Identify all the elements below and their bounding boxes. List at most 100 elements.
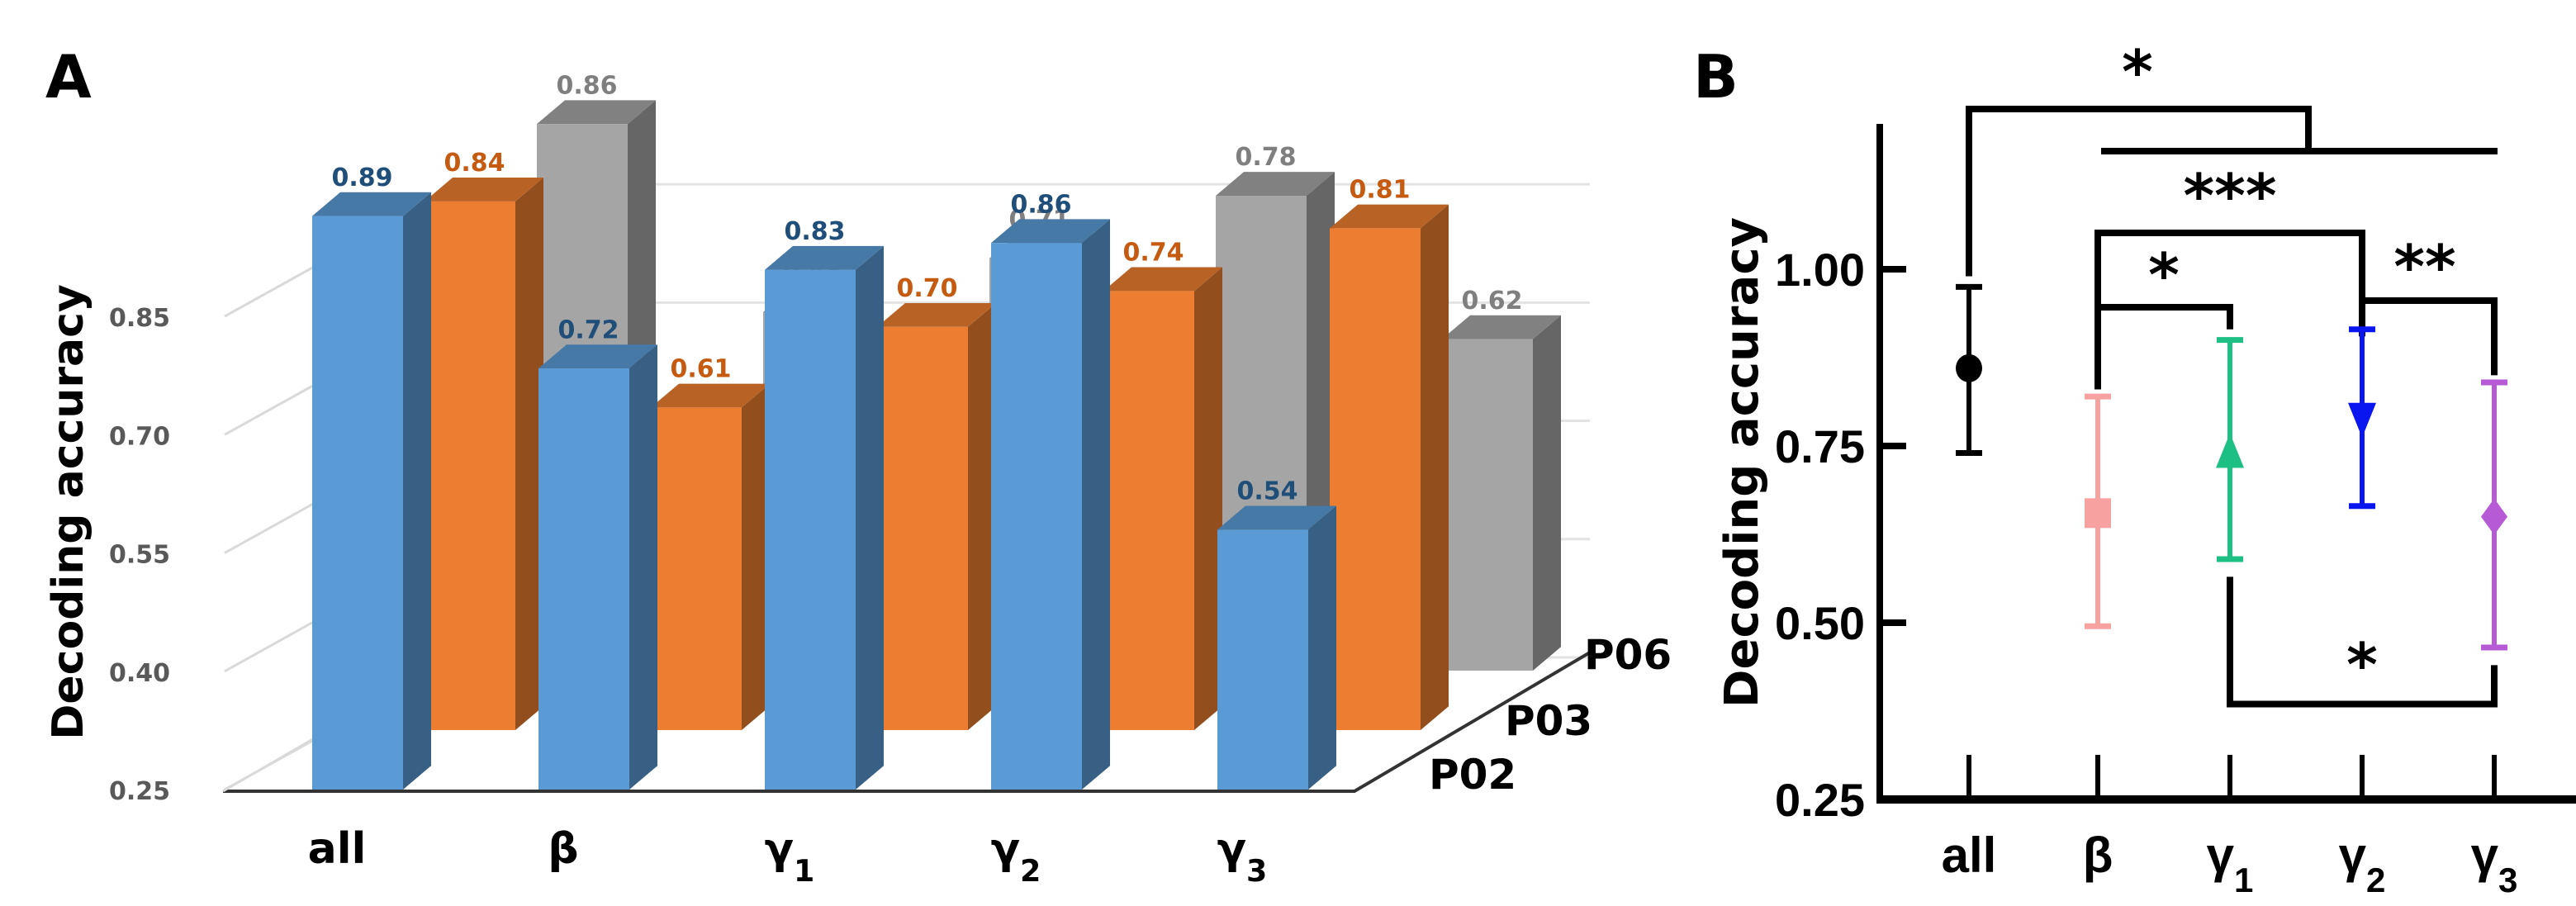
x-tick-label: γ2 (991, 824, 1041, 889)
bar-P06-γ3: 0.62 (1442, 287, 1561, 671)
data-label: 0.54 (1236, 477, 1297, 506)
series-label: P03 (1505, 697, 1592, 745)
bracket-beta-vs-gamma2 (2094, 230, 2365, 337)
bar-front-face (312, 216, 403, 790)
x-tick-label: γ1 (2207, 828, 2254, 899)
bar-P02-β: 0.72 (538, 315, 657, 790)
x-tick-label: γ1 (765, 824, 815, 889)
data-label: 0.86 (556, 71, 617, 100)
point-γ1 (2216, 337, 2244, 562)
bar-top-face (1103, 267, 1222, 292)
panel-b-letter: B (1693, 42, 1739, 111)
x-tick-label-base: γ (991, 824, 1020, 874)
bar-top-face (765, 245, 884, 270)
x-tick-label-subscript: 2 (1020, 853, 1041, 889)
data-label: 0.61 (670, 355, 731, 384)
x-tick-label-base: γ (1217, 824, 1246, 874)
x-tick-label-subscript: 1 (794, 853, 814, 889)
bar-P03-β: 0.61 (651, 355, 770, 730)
bar-front-face (651, 407, 742, 730)
data-label: 0.89 (331, 164, 392, 192)
significance-label: * (2122, 37, 2153, 107)
data-label: 0.62 (1461, 287, 1522, 315)
mean-marker-triangle-down (2348, 402, 2376, 438)
bar-side-face (742, 383, 770, 730)
bar-top-face (1330, 204, 1449, 229)
point-γ2 (2348, 326, 2376, 510)
bracket-gamma1-vs-gamma3 (2227, 576, 2498, 708)
y-tick-label: 1.00 (1775, 244, 1865, 296)
x-tick-label-base: all (1942, 828, 1997, 883)
panel-a-letter: A (45, 42, 92, 111)
bar-top-face (537, 100, 656, 125)
mean-marker-circle (1956, 353, 1982, 382)
x-tick-label-base: β (2083, 828, 2113, 883)
panel-b: B ***** *** 0.250.500.751.00 all β γ1 γ2 γ3 D… (1693, 37, 2576, 899)
data-label: 0.83 (784, 217, 845, 246)
x-tick-label: β (2083, 828, 2113, 883)
panel-b-x-labels: all β γ1 γ2 γ 3 (1942, 828, 2518, 899)
data-label: 0.72 (557, 315, 619, 344)
panel-a: A 0.860.650.710.780.620.840.610.700.740.… (44, 42, 1672, 889)
data-label: 0.86 (1010, 190, 1071, 219)
panel-a-x-labels: all β γ1 γ2 γ3 (308, 824, 1268, 889)
significance-label: * (2148, 240, 2180, 310)
panel-a-series-labels: P02 P03 P06 (1429, 631, 1672, 799)
x-tick-label-base: γ (2339, 828, 2367, 883)
bar-side-face (629, 344, 657, 790)
bar-P03-γ3: 0.81 (1330, 176, 1449, 731)
y-tick-label: 0.75 (1775, 420, 1865, 472)
bracket-beta-vs-gamma1 (2094, 304, 2233, 390)
panel-a-y-axis-title: Decoding accuracy (44, 284, 93, 740)
x-tick-label: γ2 (2339, 828, 2386, 899)
x-tick-label: β (548, 824, 578, 874)
bar-P02-γ2: 0.86 (991, 190, 1110, 790)
bar-P02-all: 0.89 (312, 164, 431, 790)
point-β (2085, 393, 2111, 629)
data-label: 0.81 (1349, 176, 1410, 205)
bar-side-face (403, 192, 431, 790)
significance-label: *** (2184, 161, 2277, 230)
y-tick-label: 0.70 (109, 422, 170, 451)
point-γ3 (2481, 379, 2507, 651)
y-tick-label: 0.25 (1775, 774, 1865, 826)
bar-side-face (968, 302, 996, 730)
bar-top-face (1442, 315, 1561, 339)
panel-a-y-ticks: 0.25 0.40 0.55 0.70 0.85 (109, 304, 170, 806)
mean-marker-diamond (2481, 498, 2507, 535)
x-tick-label-base: β (548, 824, 578, 874)
panel-a-bars: 0.860.650.710.780.620.840.610.700.740.81… (312, 71, 1561, 790)
bar-P02-γ3: 0.54 (1217, 477, 1336, 790)
bracket-gamma2-vs-gamma3 (2359, 297, 2498, 376)
x-tick-label: all (308, 824, 367, 874)
bar-side-face (856, 245, 884, 790)
bar-side-face (1533, 315, 1561, 671)
x-tick-label-subscript: 1 (2234, 861, 2253, 899)
significance-label: * (2346, 630, 2378, 700)
point-all (1956, 283, 1982, 457)
x-tick-label-subscript: 3 (2498, 861, 2517, 899)
y-tick-label: 0.50 (1775, 597, 1865, 649)
x-tick-label-base: γ (765, 824, 794, 874)
bar-front-face (425, 201, 515, 731)
bar-side-face (1421, 204, 1449, 731)
bar-front-face (1103, 291, 1194, 731)
mean-marker-triangle-up (2216, 433, 2244, 468)
bar-front-face (1217, 529, 1308, 790)
y-tick-label: 0.25 (109, 777, 170, 806)
bar-top-face (425, 178, 543, 202)
bar-P02-γ1: 0.83 (765, 217, 884, 790)
data-label: 0.84 (444, 149, 505, 178)
bar-front-face (1442, 339, 1533, 671)
x-tick-label: all (1942, 828, 1997, 883)
x-tick-label-subscript: 2 (2366, 861, 2385, 899)
bar-P03-γ2: 0.74 (1103, 239, 1222, 731)
bar-top-face (312, 192, 431, 216)
y-tick-label: 0.85 (109, 304, 170, 333)
bar-front-face (765, 269, 856, 790)
bar-side-face (1082, 219, 1110, 790)
panel-b-significance: ***** *** (1966, 37, 2498, 708)
x-tick-label: γ3 (1217, 824, 1268, 889)
panel-b-points (1956, 283, 2507, 651)
bar-front-face (991, 243, 1082, 790)
